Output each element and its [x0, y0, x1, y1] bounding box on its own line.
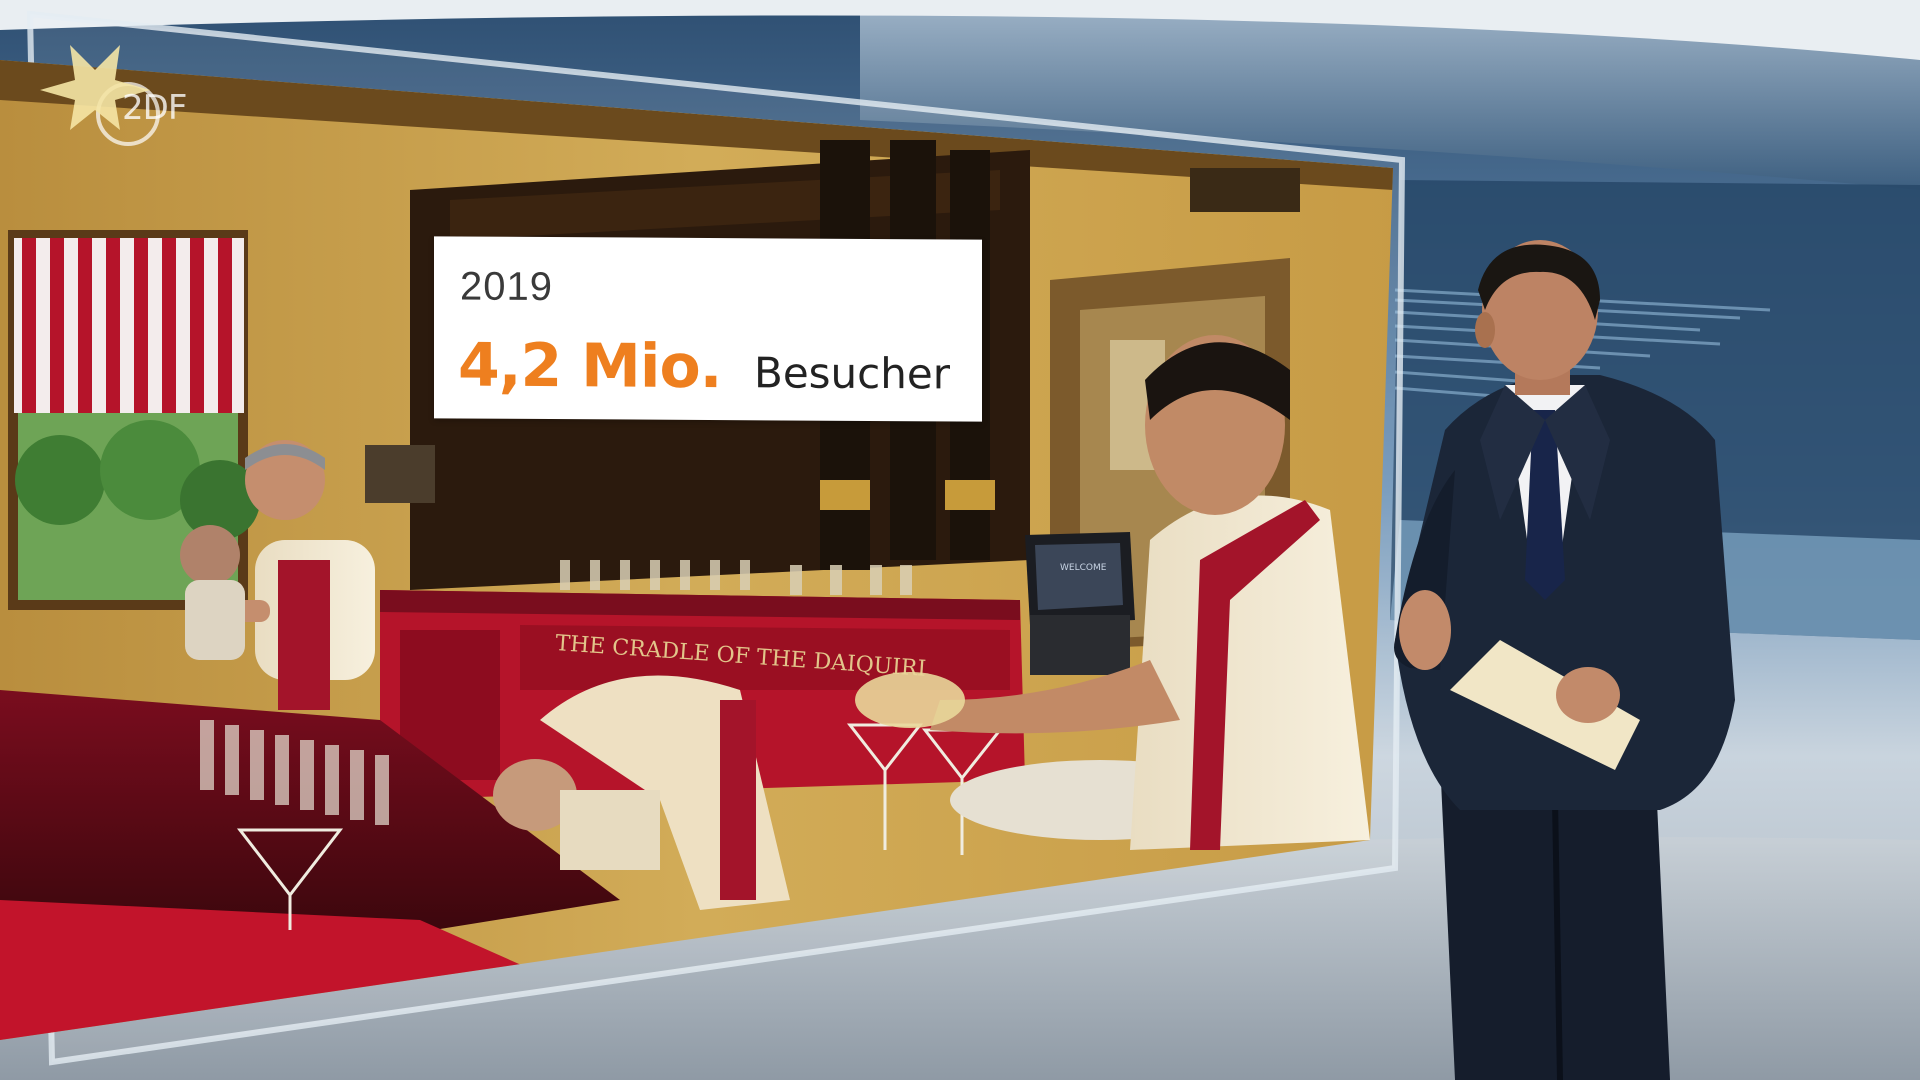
bartender-left	[180, 440, 375, 710]
zdf-logo	[40, 45, 160, 146]
info-card-unit: Besucher	[754, 348, 950, 399]
bartender-right	[855, 335, 1370, 850]
info-card-value: 4,2 Mio.	[458, 330, 722, 403]
info-card: 2019 4,2 Mio. Besucher	[434, 236, 982, 422]
monitor-label: WELCOME	[1060, 563, 1107, 573]
channel-logo: 2DF	[122, 88, 187, 128]
info-card-year: 2019	[460, 264, 553, 310]
bartender-bending	[493, 675, 790, 910]
news-presenter	[1394, 240, 1735, 1080]
